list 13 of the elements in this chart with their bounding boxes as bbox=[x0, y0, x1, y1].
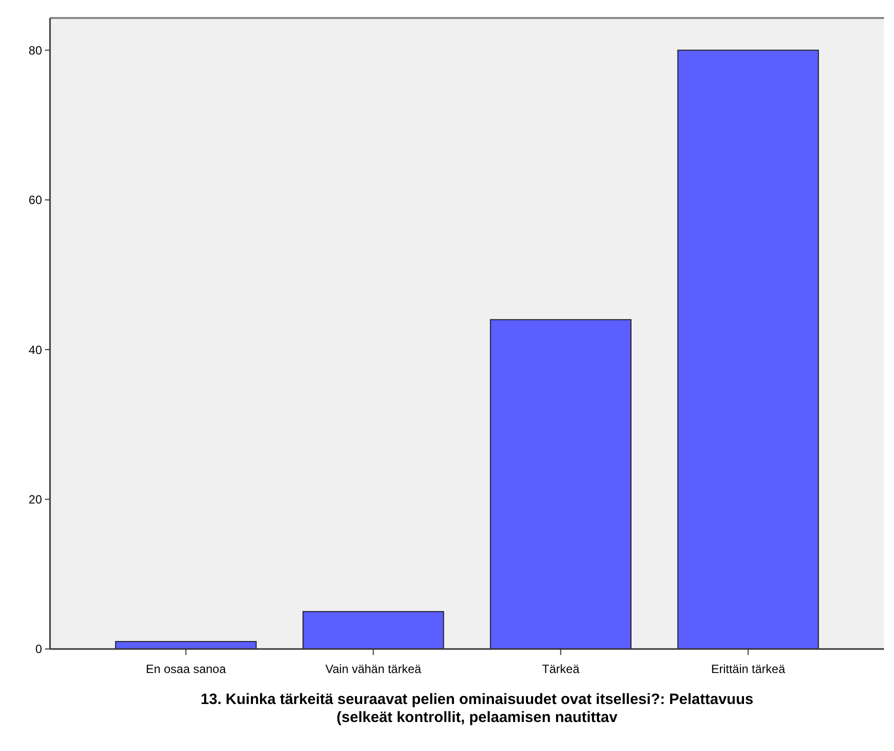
y-tick-label: 0 bbox=[35, 642, 42, 656]
x-axis-title: 13. Kuinka tärkeitä seuraavat pelien ominaisuudet ovat itsellesi?: Pelattavuus (selkeät kontrollit, pelaamisen nautittav bbox=[200, 691, 754, 726]
y-tick-label: 80 bbox=[28, 43, 42, 58]
x-tick-label: Vain vähän tärkeä bbox=[325, 662, 422, 676]
y-tick-label: 40 bbox=[28, 342, 42, 357]
y-tick-label: 20 bbox=[28, 492, 42, 506]
x-tick-label: Erittäin tärkeä bbox=[711, 662, 786, 676]
bar bbox=[490, 319, 632, 650]
x-tick-label: En osaa sanoa bbox=[146, 662, 226, 676]
bar bbox=[302, 611, 444, 650]
x-tick-label: Tärkeä bbox=[542, 662, 580, 676]
bar bbox=[677, 50, 819, 650]
y-tick-label: 60 bbox=[28, 193, 42, 208]
